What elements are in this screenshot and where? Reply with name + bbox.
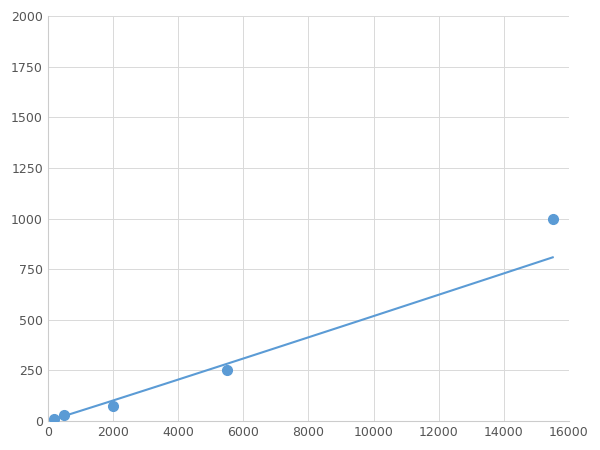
Point: [222, 367, 232, 374]
Point: [108, 402, 118, 410]
Point: [548, 215, 557, 222]
Point: [59, 411, 69, 418]
Point: [50, 415, 59, 423]
